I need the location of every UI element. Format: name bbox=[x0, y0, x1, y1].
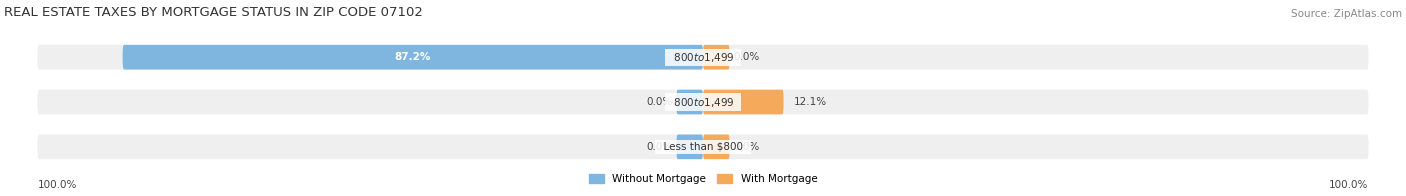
FancyBboxPatch shape bbox=[38, 45, 1368, 70]
Text: 100.0%: 100.0% bbox=[38, 181, 77, 191]
Text: 0.0%: 0.0% bbox=[647, 142, 673, 152]
Text: REAL ESTATE TAXES BY MORTGAGE STATUS IN ZIP CODE 07102: REAL ESTATE TAXES BY MORTGAGE STATUS IN … bbox=[4, 6, 423, 19]
FancyBboxPatch shape bbox=[676, 134, 703, 159]
Text: 12.1%: 12.1% bbox=[793, 97, 827, 107]
FancyBboxPatch shape bbox=[38, 90, 1368, 114]
Legend: Without Mortgage, With Mortgage: Without Mortgage, With Mortgage bbox=[585, 170, 821, 188]
Text: 0.0%: 0.0% bbox=[733, 52, 759, 62]
FancyBboxPatch shape bbox=[38, 134, 1368, 159]
Text: 0.0%: 0.0% bbox=[733, 142, 759, 152]
Text: $800 to $1,499: $800 to $1,499 bbox=[666, 95, 740, 109]
FancyBboxPatch shape bbox=[676, 90, 703, 114]
FancyBboxPatch shape bbox=[703, 45, 730, 70]
Text: Source: ZipAtlas.com: Source: ZipAtlas.com bbox=[1291, 9, 1402, 19]
FancyBboxPatch shape bbox=[122, 45, 703, 70]
Text: $800 to $1,499: $800 to $1,499 bbox=[666, 51, 740, 64]
FancyBboxPatch shape bbox=[703, 134, 730, 159]
FancyBboxPatch shape bbox=[703, 90, 783, 114]
Text: 0.0%: 0.0% bbox=[647, 97, 673, 107]
Text: Less than $800: Less than $800 bbox=[657, 142, 749, 152]
Text: 87.2%: 87.2% bbox=[395, 52, 432, 62]
Text: 100.0%: 100.0% bbox=[1329, 181, 1368, 191]
